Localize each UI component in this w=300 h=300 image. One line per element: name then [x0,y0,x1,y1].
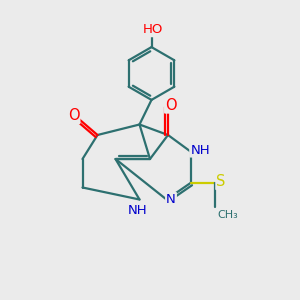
Text: S: S [216,174,226,189]
Text: O: O [68,108,79,123]
Text: N: N [166,193,176,206]
Text: NH: NH [128,204,148,218]
Text: HO: HO [143,23,163,36]
Text: NH: NH [190,143,210,157]
Text: CH₃: CH₃ [217,210,238,220]
Text: O: O [165,98,177,112]
